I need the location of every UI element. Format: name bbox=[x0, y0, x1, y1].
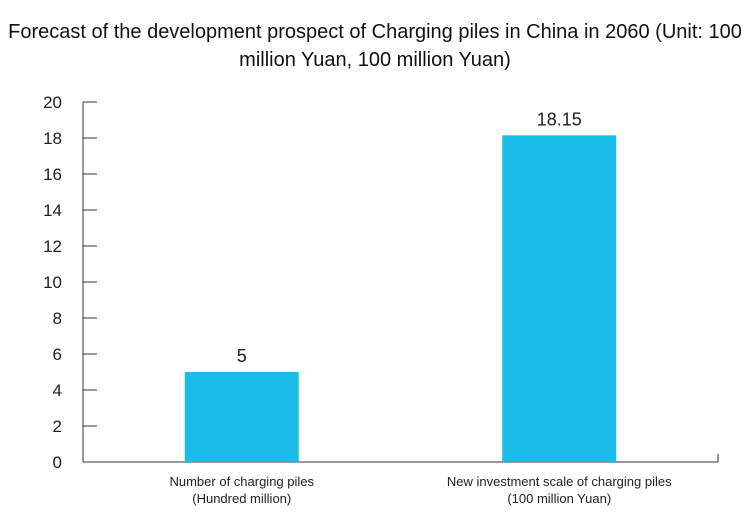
y-tick-label: 14 bbox=[43, 201, 62, 220]
category-labels: Number of charging piles (Hundred million… bbox=[169, 474, 672, 506]
y-tick-label: 2 bbox=[53, 417, 62, 436]
bar bbox=[184, 372, 299, 462]
category-label: New investment scale of charging piles bbox=[447, 474, 672, 489]
y-tick-label: 4 bbox=[53, 381, 62, 400]
category-label: (Hundred million) bbox=[192, 491, 291, 506]
x-axis bbox=[83, 454, 719, 463]
y-axis: 0 2 4 6 8 10 12 14 16 18 20 bbox=[43, 93, 97, 472]
y-tick-label: 10 bbox=[43, 273, 62, 292]
data-labels: 518.15 bbox=[237, 109, 582, 366]
y-tick-label: 6 bbox=[53, 345, 62, 364]
bars bbox=[184, 135, 617, 463]
category-label: (100 million Yuan) bbox=[507, 491, 611, 506]
y-tick-label: 20 bbox=[43, 93, 62, 112]
bar bbox=[502, 135, 617, 463]
y-tick-label: 0 bbox=[53, 453, 62, 472]
data-label: 5 bbox=[237, 346, 247, 366]
data-label: 18.15 bbox=[537, 109, 582, 129]
y-tick-label: 16 bbox=[43, 165, 62, 184]
y-tick-label: 8 bbox=[53, 309, 62, 328]
category-label: Number of charging piles bbox=[169, 474, 314, 489]
y-tick-label: 18 bbox=[43, 129, 62, 148]
y-tick-label: 12 bbox=[43, 237, 62, 256]
chart-title: Forecast of the development prospect of … bbox=[8, 21, 742, 71]
